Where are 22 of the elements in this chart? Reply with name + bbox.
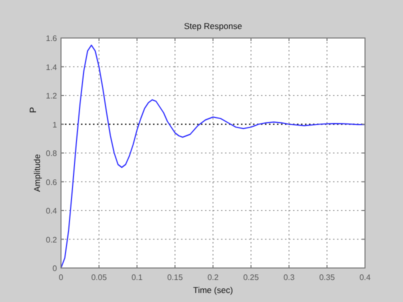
x-tick-label: 0.35 xyxy=(319,273,336,282)
x-axis-title: Time (sec) xyxy=(193,285,234,295)
y-tick-label: 0.4 xyxy=(46,206,58,216)
x-tick-label: 0.25 xyxy=(243,273,260,282)
y-tick-label: 1.2 xyxy=(46,92,58,100)
x-tick-label: 0.05 xyxy=(91,273,108,282)
x-tick-label: 0.1 xyxy=(131,273,144,282)
x-tick-label: 0.3 xyxy=(283,273,296,282)
y-tick-label: 1.6 xyxy=(46,34,58,43)
y-tick-label: 1 xyxy=(52,120,58,130)
y-axis-title: Amplitude xyxy=(32,154,42,192)
y-tick-label: 0.6 xyxy=(46,178,58,187)
x-tick-label: 0.2 xyxy=(207,273,220,282)
y-tick-label: 0 xyxy=(52,264,58,273)
y-tick-label: 0.8 xyxy=(46,149,58,158)
chart-title: Step Response xyxy=(184,21,242,31)
text: P xyxy=(28,106,38,114)
y-tick-label: 0.2 xyxy=(46,235,58,244)
x-tick-label: 0 xyxy=(58,273,64,282)
x-tick-label: 0.4 xyxy=(359,273,372,282)
y-tick-label: 1.4 xyxy=(46,62,58,72)
x-tick-label: 0.15 xyxy=(167,273,184,282)
